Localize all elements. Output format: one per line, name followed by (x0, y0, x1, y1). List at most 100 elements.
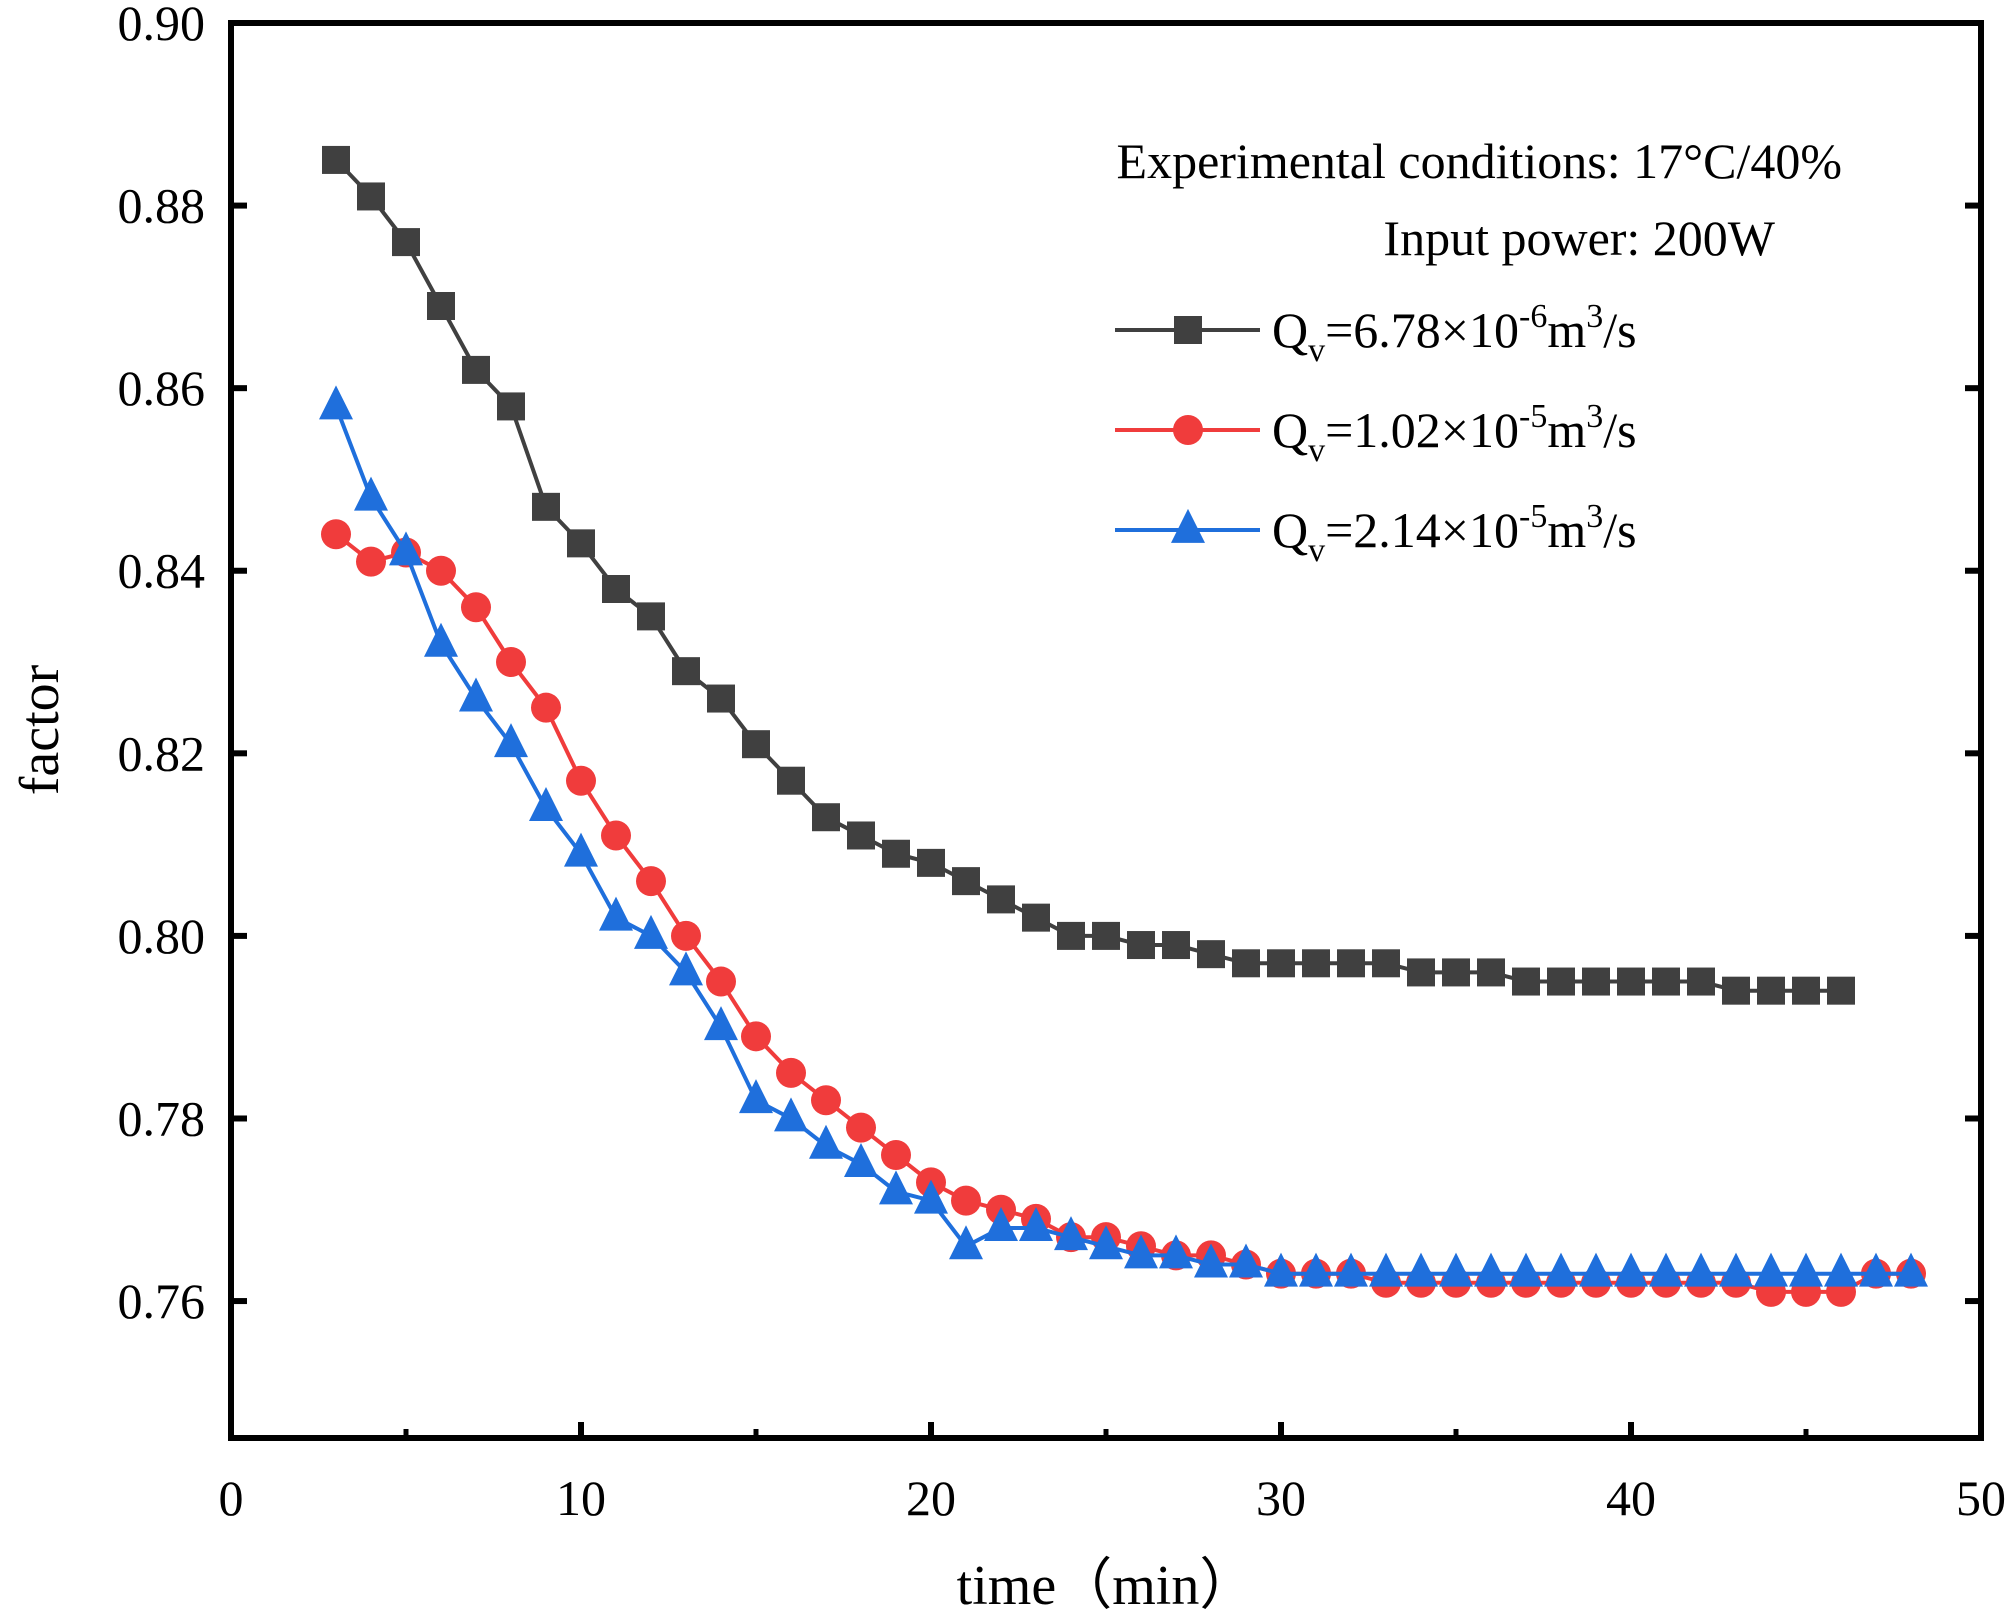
legend-label: Qv=2.14×10-5m3/s (1272, 498, 1637, 569)
series-1-line (334, 158, 1841, 993)
series-2-point (671, 920, 701, 951)
legend-marker (1171, 508, 1205, 543)
series-1-point (497, 392, 525, 421)
plot-marks (319, 145, 1928, 1307)
series-1-point (427, 292, 455, 320)
series-1-point (1477, 958, 1505, 987)
series-3-point (1474, 1252, 1508, 1287)
series-2-point (881, 1140, 911, 1170)
y-tick-label: 0.82 (118, 725, 206, 781)
legend-label: Qv=6.78×10-6m3/s (1272, 298, 1637, 369)
series-3-point (529, 787, 563, 822)
series-1-point (707, 684, 735, 713)
series-2-point (426, 555, 456, 586)
series-3-point (704, 1006, 738, 1041)
series-1-point (1022, 903, 1050, 932)
series-3-point (1019, 1206, 1053, 1241)
series-2-point (776, 1057, 806, 1088)
series-3-point (1894, 1252, 1928, 1287)
series-1-point (1827, 976, 1855, 1005)
series-3-point (1124, 1234, 1158, 1269)
series-2-point (706, 966, 736, 997)
series-3-point (599, 896, 633, 931)
series-3-point (1159, 1234, 1193, 1269)
series-1-point (1582, 967, 1610, 996)
series-3-point (459, 677, 493, 712)
series-1-point (1302, 949, 1330, 978)
series-1-point (637, 602, 665, 631)
series-3-point (1264, 1252, 1298, 1287)
series-3-point (809, 1124, 843, 1159)
series-2-point (356, 546, 386, 577)
series-1-point (1512, 967, 1540, 996)
series-2-point (846, 1112, 876, 1143)
series-2-point (566, 765, 596, 796)
series-3-point (844, 1143, 878, 1178)
series-3-point (1404, 1252, 1438, 1287)
series-3-point (1299, 1252, 1333, 1287)
series-3-line (334, 405, 1911, 1276)
series-1-point (1337, 949, 1365, 978)
series-3-point (774, 1097, 808, 1132)
y-tick-label: 0.86 (118, 360, 206, 416)
series-3-point (1754, 1252, 1788, 1287)
series-3-point (669, 951, 703, 986)
series-3-point (634, 914, 668, 949)
y-tick-label: 0.76 (118, 1273, 206, 1329)
y-tick-label: 0.88 (118, 178, 206, 234)
series-3-point (1509, 1252, 1543, 1287)
series-3-point (1614, 1252, 1648, 1287)
series-2-point (321, 519, 351, 550)
series-1-point (917, 848, 945, 877)
series-1-point (1792, 976, 1820, 1005)
series-2 (321, 519, 1926, 1307)
series-3-point (1719, 1252, 1753, 1287)
x-tick-label: 0 (219, 1470, 244, 1526)
legend: Qv=6.78×10-6m3/s Qv=1.02×10-5m3/s Qv=2.14×… (1115, 298, 1637, 569)
x-tick-label: 30 (1256, 1470, 1306, 1526)
series-3-point (354, 476, 388, 511)
y-tick-label: 0.90 (118, 0, 206, 51)
legend-item-1: Qv=6.78×10-6m3/s (1115, 298, 1637, 369)
series-1-point (987, 885, 1015, 914)
series-3-point (1789, 1252, 1823, 1287)
x-tick-label: 40 (1606, 1470, 1656, 1526)
series-3-point (319, 385, 353, 420)
series-1-point (742, 730, 770, 759)
series-2-point (461, 592, 491, 623)
series-3-point (984, 1206, 1018, 1241)
series-1-point (1372, 949, 1400, 978)
x-tick-label: 10 (556, 1470, 606, 1526)
series-1-point (1722, 976, 1750, 1005)
series-2-point (811, 1085, 841, 1116)
series-3-point (739, 1079, 773, 1114)
series-3-point (914, 1179, 948, 1214)
series-1-point (357, 182, 385, 211)
series-1-point (1057, 921, 1085, 950)
series-3-point (424, 622, 458, 657)
series-2-point (741, 1021, 771, 1052)
series-1-point (1757, 976, 1785, 1005)
series-1-point (1162, 931, 1190, 960)
series-1-point (1687, 967, 1715, 996)
series-1-point (777, 766, 805, 795)
series-1-point (1127, 931, 1155, 960)
series-1-point (812, 803, 840, 832)
series-1-point (1407, 958, 1435, 987)
series-1-point (392, 228, 420, 257)
series-1-point (1617, 967, 1645, 996)
y-tick-label: 0.84 (118, 543, 206, 599)
legend-label: Qv=1.02×10-5m3/s (1272, 398, 1637, 469)
series-1-point (602, 575, 630, 603)
legend-item-2: Qv=1.02×10-5m3/s (1115, 398, 1637, 469)
series-3-point (1229, 1243, 1263, 1278)
series-3-point (389, 531, 423, 566)
y-axis: 0.76 0.78 0.80 0.82 0.84 0.86 0.88 0.90 (118, 0, 1981, 1329)
legend-marker (1173, 415, 1203, 445)
series-1-point (1232, 949, 1260, 978)
series-3-point (1194, 1243, 1228, 1278)
series-1-point (322, 145, 350, 174)
series-2-line (334, 532, 1911, 1294)
series-3 (319, 385, 1928, 1287)
series-2-point (531, 692, 561, 723)
